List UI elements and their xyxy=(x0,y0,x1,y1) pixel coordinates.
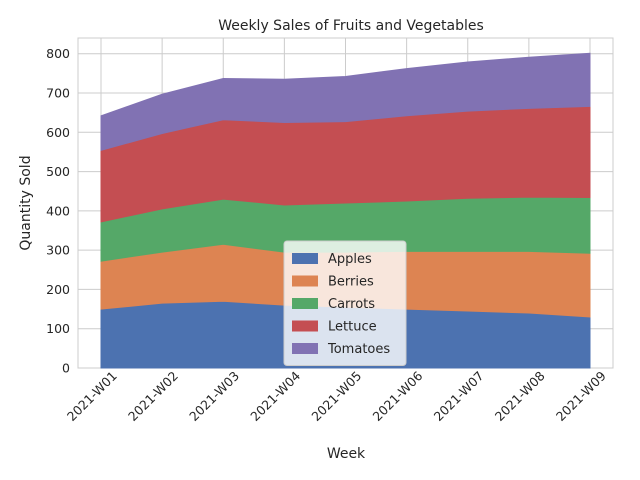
legend-label: Carrots xyxy=(328,297,375,312)
legend-swatch xyxy=(292,275,318,287)
y-tick-label: 100 xyxy=(46,321,70,336)
legend-label: Berries xyxy=(328,275,374,290)
y-tick-label: 200 xyxy=(46,282,70,297)
y-tick-label: 300 xyxy=(46,243,70,258)
area-tomatoes xyxy=(100,52,591,152)
legend-swatch xyxy=(292,298,318,309)
y-ticks: 0 100 200 300 400 500 600 700 800 xyxy=(46,46,70,375)
y-tick-label: 700 xyxy=(46,86,70,101)
y-tick-label: 800 xyxy=(46,46,70,61)
legend-swatch xyxy=(292,343,318,354)
y-tick-label: 600 xyxy=(46,125,70,140)
legend-label: Tomatoes xyxy=(327,342,390,357)
legend-box xyxy=(283,240,407,366)
y-tick-label: 500 xyxy=(46,164,70,179)
legend: Apples Berries Carrots Lettuce Tomatoes xyxy=(283,240,407,366)
legend-swatch xyxy=(292,320,318,332)
legend-label: Lettuce xyxy=(328,320,377,335)
x-axis-label: Week xyxy=(327,446,366,462)
y-axis-label: Quantity Sold xyxy=(18,155,34,250)
y-tick-label: 0 xyxy=(62,361,70,376)
y-tick-label: 400 xyxy=(46,203,70,218)
legend-swatch xyxy=(292,253,318,264)
area-series xyxy=(100,52,591,369)
legend-label: Apples xyxy=(328,252,372,267)
chart-title: Weekly Sales of Fruits and Vegetables xyxy=(218,18,484,34)
